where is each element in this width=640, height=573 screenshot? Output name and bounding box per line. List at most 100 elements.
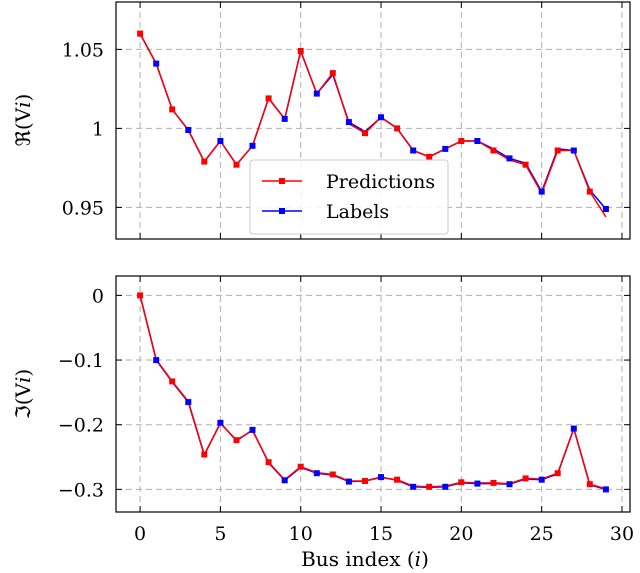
real-part-axes-frame xyxy=(115,1,631,240)
real-part-labels-point xyxy=(602,206,609,212)
real-part-predictions-point xyxy=(554,147,561,154)
real-part-labels-point xyxy=(345,119,352,126)
imag-part-predictions-point xyxy=(554,470,561,477)
imag-part-predictions-line xyxy=(139,295,607,490)
real-part-labels-point xyxy=(281,115,288,122)
imag-part-predictions-point xyxy=(233,437,240,444)
imag-part-predictions-point xyxy=(169,378,176,385)
imag-part-ticks: 0 5 10 15 20 25 30 0 −0.1 −0.2 −0.3 xyxy=(58,276,634,545)
imag-part-xtick-label: 15 xyxy=(369,523,393,545)
real-part-labels-point xyxy=(474,138,481,144)
imag-part-ytick-label: −0.1 xyxy=(58,350,104,372)
imag-part-grid xyxy=(116,276,630,512)
imag-part-axes-frame xyxy=(115,275,631,513)
x-axis-label-var: i xyxy=(415,547,421,571)
real-part-grid xyxy=(116,2,630,239)
real-part-labels-point xyxy=(185,127,192,133)
real-part-predictions-point xyxy=(458,138,465,144)
imag-part-labels-point xyxy=(538,476,545,483)
real-part-predictions-point xyxy=(233,161,240,168)
real-part-series xyxy=(137,30,609,218)
imag-part-predictions-point xyxy=(522,475,529,482)
real-part-ticks: 0.95 1 1.05 xyxy=(62,2,630,239)
imag-part-xtick-label: 10 xyxy=(289,523,313,545)
real-part-predictions-point xyxy=(297,48,304,54)
imag-part-ytick-label: 0 xyxy=(92,285,104,307)
real-part-predictions-point xyxy=(137,30,144,37)
imag-part-labels-line xyxy=(139,295,607,491)
real-part-predictions-point xyxy=(169,106,176,113)
imag-part-labels-point xyxy=(442,483,449,490)
real-part-labels-point xyxy=(442,145,449,152)
real-part-panel: 0.95 1 1.05 ℜ(Vi) Predictions Labels xyxy=(11,1,631,240)
imag-part-ytick-label: −0.3 xyxy=(58,479,104,501)
real-part-labels-point xyxy=(538,188,545,195)
real-part-predictions-point xyxy=(426,153,433,160)
imag-part-y-axis-label: ℑ(Vi) xyxy=(11,369,35,419)
real-part-ytick-label: 1.05 xyxy=(62,39,104,61)
imag-part-labels-point xyxy=(185,399,192,406)
real-part-labels-point xyxy=(249,142,256,149)
imag-part-predictions-point xyxy=(137,292,144,299)
real-part-predictions-point xyxy=(490,147,497,154)
imag-part-labels-point xyxy=(249,426,256,433)
imag-part-labels-point xyxy=(153,357,160,364)
real-part-predictions-point xyxy=(362,130,368,137)
real-part-labels-point xyxy=(153,60,160,67)
imag-part-y-label-var: i xyxy=(11,377,35,383)
imag-part-labels-point xyxy=(281,477,288,484)
imag-part-labels-point xyxy=(474,480,481,487)
real-part-labels-point xyxy=(410,147,417,154)
imag-part-xtick-label: 30 xyxy=(610,523,634,545)
imag-part-labels-point xyxy=(410,483,417,490)
imag-part-labels-point xyxy=(602,486,609,493)
imag-part-predictions-point xyxy=(426,483,433,490)
legend: Predictions Labels xyxy=(249,159,449,235)
x-axis-label-close: ) xyxy=(421,547,429,571)
legend-box xyxy=(249,159,449,235)
real-part-y-axis-label: ℜ(Vi) xyxy=(11,94,35,147)
imag-part-ytick-label: −0.2 xyxy=(58,415,104,437)
imag-part-labels-point xyxy=(506,481,513,488)
legend-labels-marker xyxy=(279,208,285,214)
imag-part-predictions-point xyxy=(586,481,593,488)
real-part-ytick-label: 0.95 xyxy=(62,197,104,219)
real-part-y-label-var: i xyxy=(11,101,35,107)
real-part-labels-point xyxy=(217,138,224,144)
imag-part-predictions-point xyxy=(490,479,497,486)
real-part-labels-point xyxy=(313,90,320,97)
imag-part-predictions-point xyxy=(201,451,208,458)
imag-part-labels-point xyxy=(570,425,577,432)
real-part-ytick-label: 1 xyxy=(92,118,104,140)
imag-part-panel: 0 5 10 15 20 25 300−0.1−0.2−0.3 ℑ(Vi) Bus inde… xyxy=(11,275,634,571)
imag-part-predictions-point xyxy=(362,478,368,484)
real-part-predictions-point xyxy=(329,70,336,77)
imag-part-labels-point xyxy=(217,419,224,426)
x-axis-label: Bus index (i) xyxy=(301,547,429,571)
real-part-predictions-line xyxy=(139,33,607,218)
imag-part-xtick-label: 20 xyxy=(449,523,473,545)
imag-part-xtick-label: 0 xyxy=(134,523,146,545)
imag-part-labels-point xyxy=(378,474,384,481)
real-part-labels-point xyxy=(378,114,384,121)
real-part-y-label-main: ℜ(V xyxy=(11,107,35,146)
real-part-predictions-point xyxy=(586,188,593,195)
real-part-predictions-point xyxy=(522,161,529,168)
real-part-labels-point xyxy=(570,147,577,154)
imag-part-series xyxy=(137,292,609,493)
real-part-y-label-close: ) xyxy=(11,94,35,102)
legend-labels-label: Labels xyxy=(326,201,389,223)
imag-part-labels-point xyxy=(345,478,352,485)
imag-part-y-label-close: ) xyxy=(11,369,35,377)
imag-part-predictions-point xyxy=(297,463,304,470)
imag-part-labels-point xyxy=(313,470,320,477)
imag-part-predictions-point xyxy=(265,459,272,466)
imag-part-predictions-point xyxy=(458,479,465,486)
real-part-predictions-point xyxy=(394,125,401,132)
imag-part-predictions-point xyxy=(394,476,401,483)
imag-part-xtick-label: 5 xyxy=(214,523,226,545)
legend-predictions-label: Predictions xyxy=(326,171,435,193)
imag-part-y-label-main: ℑ(V xyxy=(11,382,35,419)
imag-part-predictions-point xyxy=(329,471,336,478)
